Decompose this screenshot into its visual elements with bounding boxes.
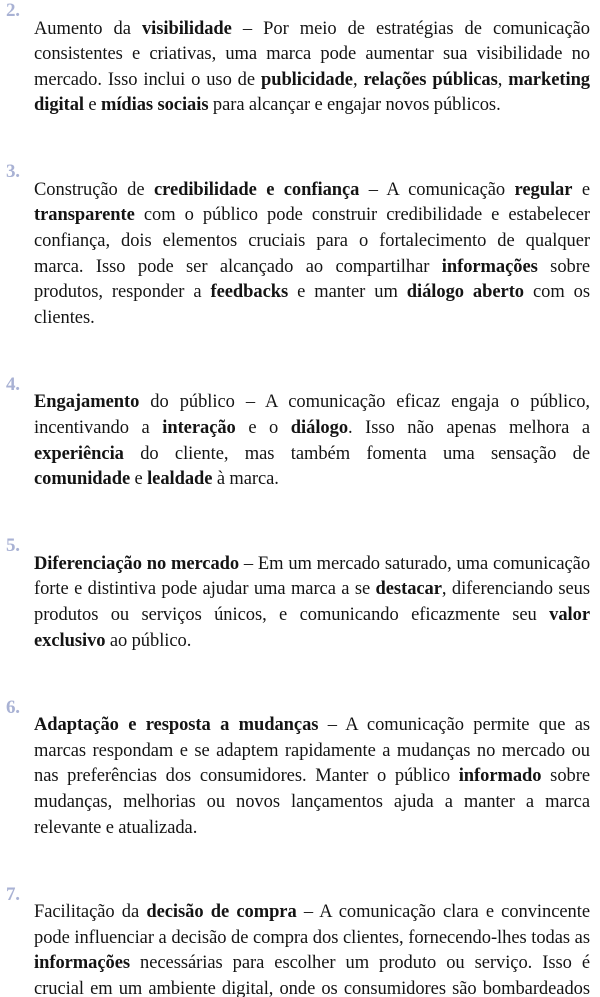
body-text: e manter um <box>288 282 407 303</box>
emphasis-text: diálogo <box>290 418 349 439</box>
body-text: e <box>572 179 590 200</box>
body-text: e <box>130 469 148 490</box>
emphasis-text: interação <box>162 418 236 439</box>
numbered-list: 2. Aumento da visibilidade – Por meio de … <box>4 0 590 997</box>
list-item-marker: 5. <box>6 535 20 557</box>
emphasis-text: feedbacks <box>210 282 289 303</box>
emphasis-text: diálogo aberto <box>406 282 525 303</box>
body-text: , <box>497 69 509 90</box>
emphasis-text: publicidade <box>260 69 353 90</box>
list-item: 7. Facilitação da decisão de compra – A c… <box>4 882 590 997</box>
emphasis-text: decisão de compra <box>146 902 297 923</box>
list-item: 4. Engajamento do público – A comunicação… <box>4 372 590 511</box>
emphasis-text: Engajamento <box>34 392 140 413</box>
body-text: Aumento da <box>34 18 142 39</box>
list-item-text: Construção de credibilidade e confiança … <box>34 178 590 332</box>
emphasis-text: valor exclusivo <box>34 605 590 651</box>
emphasis-text: informações <box>441 256 538 277</box>
body-text: , <box>352 69 364 90</box>
body-text: – Por meio de estratégias de comunicação… <box>34 18 590 90</box>
body-text: Facilitação da <box>34 902 147 923</box>
body-text: necessárias para escolher um produto ou … <box>34 953 590 997</box>
emphasis-text: regular <box>514 179 573 200</box>
list-item-text: Engajamento do público – A comunicação e… <box>34 390 590 492</box>
list-item-text: Adaptação e resposta a mudanças – A comu… <box>34 713 590 841</box>
emphasis-text: destacar <box>375 579 442 600</box>
list-item: 6. Adaptação e resposta a mudanças – A co… <box>4 695 590 860</box>
list-item-text: Aumento da visibilidade – Por meio de es… <box>34 17 590 119</box>
emphasis-text: mídias sociais <box>100 95 209 116</box>
body-text: Construção de <box>34 179 154 200</box>
body-text: ao público. <box>105 630 192 651</box>
list-item-text: Facilitação da decisão de compra – A com… <box>34 900 590 997</box>
body-text: e <box>84 95 101 116</box>
list-item-text: Diferenciação no mercado – Em um mercado… <box>34 552 590 654</box>
body-text: do cliente, mas também fomenta uma sensa… <box>123 443 590 464</box>
emphasis-text: visibilidade <box>141 18 232 39</box>
emphasis-text: marketing digital <box>34 69 591 116</box>
list-item-marker: 7. <box>6 883 20 905</box>
body-text: . Isso não apenas melhora a <box>348 418 590 439</box>
list-item: 3. Construção de credibilidade e confianç… <box>4 159 590 350</box>
list-item-marker: 3. <box>6 161 20 183</box>
body-text: e o <box>235 418 291 439</box>
emphasis-text: lealdade <box>147 469 213 490</box>
body-text: sobre produtos, responder a <box>34 256 590 303</box>
emphasis-text: credibilidade e confiança <box>153 179 360 200</box>
body-text: do público – A comunicação eficaz engaja… <box>34 392 590 439</box>
body-text: com os clientes. <box>34 282 590 328</box>
body-text: – Em um mercado saturado, uma comunicaçã… <box>34 553 591 600</box>
list-item-marker: 6. <box>6 696 20 718</box>
body-text: sobre mudanças, melhorias ou novos lança… <box>34 766 590 838</box>
list-item: 5. Diferenciação no mercado – Em um merca… <box>4 533 590 672</box>
emphasis-text: transparente <box>34 205 135 226</box>
list-item-marker: 2. <box>6 0 20 21</box>
emphasis-text: experiência <box>34 443 124 464</box>
body-text: com o público pode construir credibilida… <box>34 205 590 277</box>
body-text: , diferenciando seus produtos ou serviço… <box>34 579 590 625</box>
body-text: – A comunicação permite que as marcas re… <box>34 715 591 787</box>
emphasis-text: Diferenciação no mercado <box>34 553 240 574</box>
emphasis-text: informações <box>34 953 131 974</box>
emphasis-text: comunidade <box>34 469 131 490</box>
body-text: para alcançar e engajar novos públicos. <box>208 95 501 116</box>
body-text: – A comunicação clara e convincente pode… <box>34 902 590 948</box>
emphasis-text: Adaptação e resposta a mudanças <box>34 715 319 736</box>
body-text: – A comunicação <box>359 179 515 200</box>
emphasis-text: informado <box>458 766 542 787</box>
emphasis-text: relações públicas <box>363 69 498 90</box>
list-item: 2. Aumento da visibilidade – Por meio de … <box>4 0 590 137</box>
list-item-marker: 4. <box>6 373 20 395</box>
body-text: à marca. <box>212 469 279 490</box>
